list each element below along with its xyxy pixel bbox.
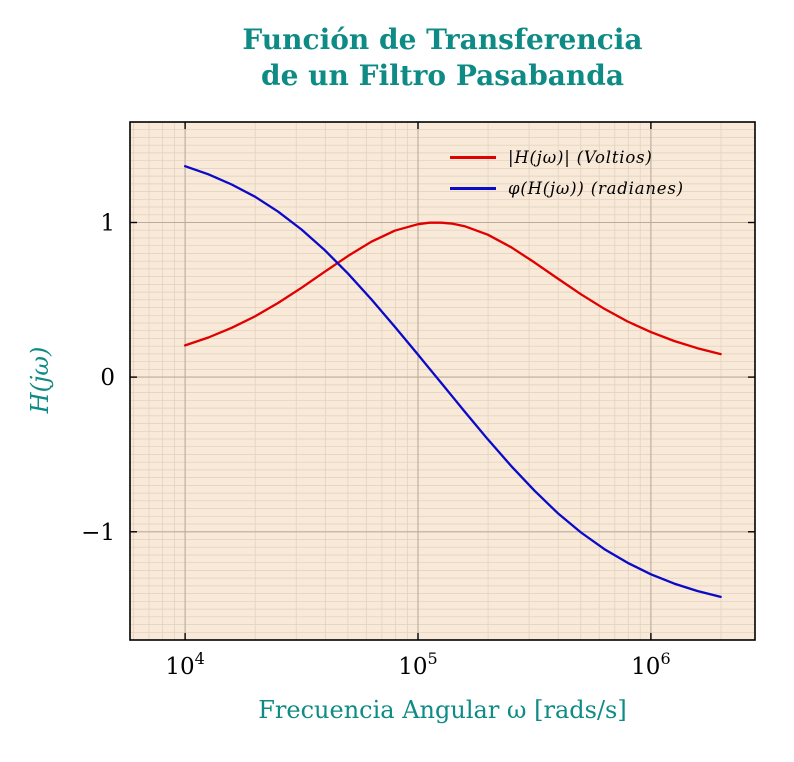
magnitude-line-sample (450, 156, 496, 159)
y-tick-label: 1 (100, 211, 115, 237)
phase-line-sample (450, 187, 496, 190)
x-tick-label: 104 (165, 649, 204, 680)
chart-title-line1: Función de Transferencia (242, 23, 643, 56)
tick-marks (130, 122, 755, 640)
y-axis-label: H(jω) (26, 346, 54, 414)
legend: |H(jω)| (Voltios) φ(H(jω)) (radianes) (450, 142, 684, 204)
plot-border (129, 121, 756, 641)
y-tick-label: −1 (81, 520, 115, 546)
legend-label-phase: φ(H(jω)) (radianes) (508, 179, 684, 198)
legend-label-magnitude: |H(jω)| (Voltios) (508, 148, 653, 167)
y-tick-label: 0 (100, 365, 115, 391)
x-tick-label: 106 (631, 649, 670, 680)
phase-curve (183, 165, 722, 599)
chart-title-line2: de un Filtro Pasabanda (260, 59, 624, 92)
legend-item-phase: φ(H(jω)) (radianes) (450, 173, 684, 204)
chart-title: Función de Transferencia de un Filtro Pa… (130, 22, 755, 94)
x-tick-label: 105 (398, 649, 437, 680)
magnitude-curve (183, 221, 722, 356)
x-axis-label: Frecuencia Angular ω [rads/s] (258, 696, 627, 724)
legend-item-magnitude: |H(jω)| (Voltios) (450, 142, 684, 173)
